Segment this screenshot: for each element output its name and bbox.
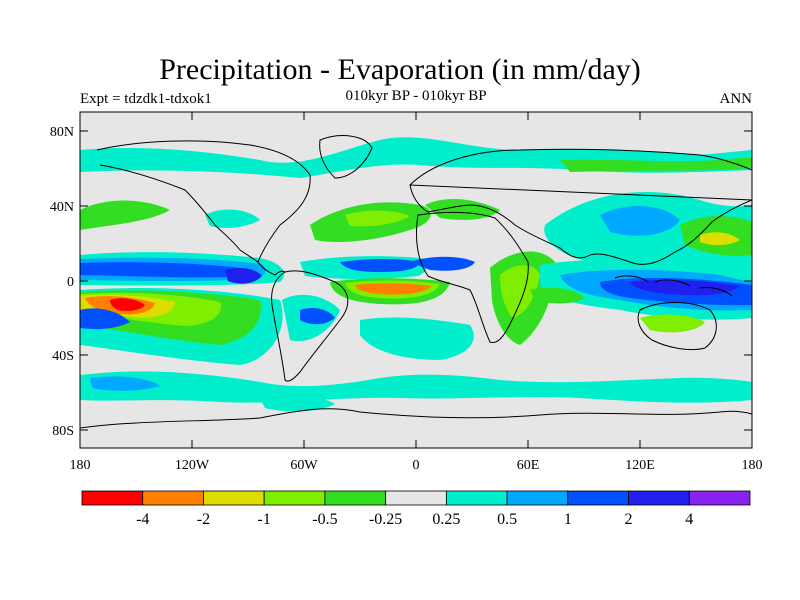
figure-title: Precipitation - Evaporation (in mm/day) [159,53,641,86]
colorbar: -4 -2 -1 -0.5 -0.25 0.25 0.5 1 2 4 [81,490,751,528]
colorbar-label: -1 [258,511,271,528]
contour-sahel-blue [410,256,475,271]
lon-tick-label: 180 [70,458,91,473]
colorbar-box [324,490,387,506]
contour-atlantic-yellow [345,210,410,227]
colorbar-label: -2 [197,511,210,528]
coast-central-america [257,261,286,276]
coastlines [80,135,752,429]
contour-spac-blue [80,308,130,330]
contour-atl-orange [355,283,432,295]
colorbar-box [203,490,265,506]
colorbar-box [142,490,204,506]
contour-storm-lightblue [90,376,160,391]
lon-tick-label: 120W [175,458,210,473]
contour-australia-yellow [640,314,705,333]
contour-satl-cyan [360,317,474,360]
lon-tick-label: 180 [742,458,763,473]
contour-atl-blue [340,259,420,272]
contour-asia-lightblue [600,205,680,236]
lat-tick-label: 80N [50,125,74,140]
figure-subtitle: 010kyr BP - 010kyr BP [345,88,487,104]
contour-na-cyan [205,209,260,228]
colorbar-box [567,490,629,506]
lat-tick-label: 0 [67,275,74,290]
lon-tick-label: 60W [290,458,318,473]
lon-axis: 180 120W 60W 0 60E 120E 180 [70,112,763,473]
colorbar-label: 4 [685,511,693,528]
colorbar-box [628,490,690,506]
colorbar-label: 0.5 [497,511,517,528]
colorbar-label: 1 [564,511,572,528]
coast-antarctica [80,408,752,429]
contour-nh-green [560,158,752,172]
contour-africa-yellow [500,265,540,318]
colorbar-box [506,490,569,506]
contour-itcz-blue [80,262,246,278]
contour-antarctic-cyan [260,394,335,412]
coast-eurasia [409,148,752,265]
colorbar-box [445,490,508,506]
lat-axis: 80N 40N 0 40S 80S [50,125,752,439]
lat-tick-label: 80S [52,424,74,439]
colorbar-box [81,490,144,506]
colorbar-label: -0.5 [312,511,337,528]
lon-tick-label: 120E [625,458,655,473]
contour-storm-cyan [80,371,752,403]
colorbar-box [385,490,447,506]
contour-pacific-yellow [700,232,740,246]
contour-nw-atlantic-green [80,200,170,230]
colorbar-box [688,490,751,506]
contour-southamerica-blue [300,307,335,325]
lat-tick-label: 40S [52,349,74,364]
coast-greenland [319,135,373,179]
experiment-label: Expt = tdzdk1-tdxok1 [80,91,212,107]
contour-indian-green [530,287,585,304]
lon-tick-label: 60E [517,458,540,473]
colorbar-box [263,490,326,506]
colorbar-label: 2 [625,511,633,528]
coast-south-america [271,270,349,382]
colorbar-label: -0.25 [369,511,402,528]
coast-australia [637,302,717,351]
lon-tick-label: 0 [413,458,420,473]
colorbar-label: 0.25 [432,511,460,528]
contour-mc-darkblue [630,279,740,296]
coast-maritime-continent [614,275,733,297]
lat-tick-label: 40N [50,200,74,215]
coast-north-america [96,140,311,263]
contour-epac-darkblue [225,268,262,284]
coast-africa [415,211,529,344]
contour-spac-red [110,298,145,311]
season-label: ANN [719,91,753,107]
colorbar-label: -4 [136,511,149,528]
